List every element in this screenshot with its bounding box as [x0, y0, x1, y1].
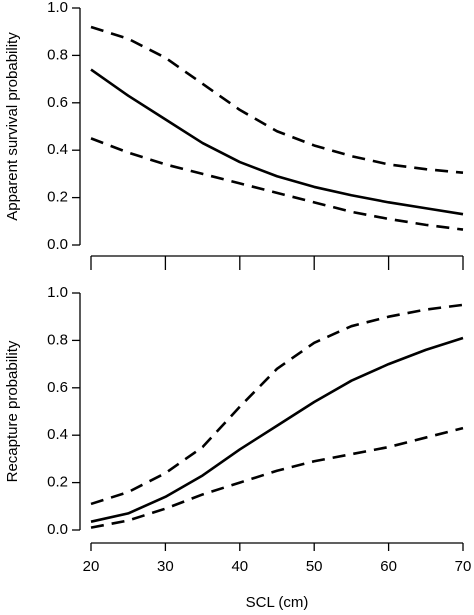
x-tick-label: 70 [455, 558, 472, 575]
y-tick-label: 0.0 [47, 236, 68, 253]
x-tick-label: 20 [83, 558, 100, 575]
y-tick-label: 0.8 [47, 331, 68, 348]
y-tick-label: 0.2 [47, 189, 68, 206]
x-tick-label: 30 [157, 558, 174, 575]
x-axis-label: SCL (cm) [246, 594, 309, 611]
line [90, 25, 464, 175]
y-tick-label: 0.4 [47, 426, 68, 443]
y-axis-label: Apparent survival probability [4, 32, 21, 221]
y-axis-label: Recapture probability [4, 340, 21, 482]
y-tick-label: 0.2 [47, 474, 68, 491]
y-tick-label: 0.8 [47, 46, 68, 63]
y-tick-label: 1.0 [47, 284, 68, 301]
y-tick-label: 0.0 [47, 521, 68, 538]
x-tick-label: 40 [231, 558, 248, 575]
y-tick-label: 0.4 [47, 141, 68, 158]
y-tick-label: 1.0 [47, 0, 68, 16]
y-tick-label: 0.6 [47, 379, 68, 396]
line [90, 426, 464, 529]
x-tick-label: 60 [380, 558, 397, 575]
line [90, 137, 464, 231]
y-tick-label: 0.6 [47, 94, 68, 111]
x-tick-label: 50 [306, 558, 323, 575]
line [90, 68, 464, 216]
line [90, 303, 464, 506]
line [90, 336, 464, 523]
